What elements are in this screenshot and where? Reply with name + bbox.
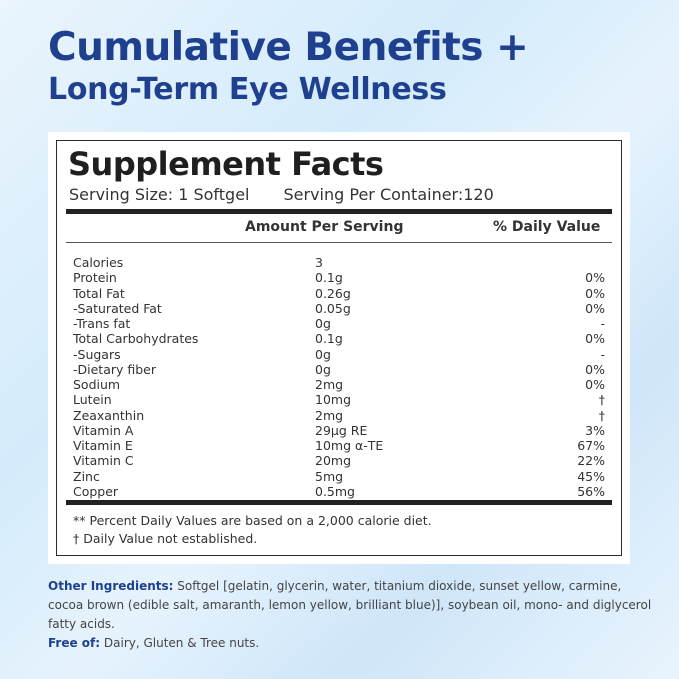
column-header-daily-value: % Daily Value xyxy=(493,219,601,235)
nutrient-amount: 3 xyxy=(315,255,323,270)
other-ingredients-section: Other Ingredients: Softgel [gelatin, gly… xyxy=(48,577,658,653)
nutrient-daily-value: 67% xyxy=(577,438,605,453)
serving-per-container: Serving Per Container:120 xyxy=(283,185,494,204)
nutrient-daily-value: 0% xyxy=(585,270,605,286)
nutrient-amount: 2mg xyxy=(315,407,344,423)
table-row: Zeaxanthin 2mg † xyxy=(65,408,612,423)
free-of-label: Free of: xyxy=(48,636,101,650)
supplement-facts-border: Supplement Facts Serving Size: 1 Softgel… xyxy=(56,140,622,556)
serving-size: Serving Size: 1 Softgel xyxy=(69,185,250,204)
nutrient-daily-value: - xyxy=(600,316,605,331)
table-row: Total Fat 0.26g 0% xyxy=(65,286,612,301)
column-header-amount: Amount Per Serving xyxy=(245,219,404,235)
free-of: Free of: Dairy, Gluten & Tree nuts. xyxy=(48,634,658,653)
nutrient-daily-value: 0% xyxy=(585,377,605,392)
other-ingredients-label: Other Ingredients: xyxy=(48,579,174,593)
facts-title: Supplement Facts xyxy=(68,145,384,183)
nutrient-amount: 0g xyxy=(315,361,331,377)
nutrient-amount: 0g xyxy=(315,316,331,331)
nutrient-daily-value: - xyxy=(600,346,605,362)
nutrient-amount: 10mg xyxy=(315,392,352,408)
nutrient-amount: 2mg xyxy=(315,377,344,392)
nutrient-name: -Trans fat xyxy=(73,316,131,331)
headline: Cumulative Benefits + Long-Term Eye Well… xyxy=(48,26,668,110)
table-row: Protein 0.1g 0% xyxy=(65,270,612,285)
nutrient-amount: 20mg xyxy=(315,453,352,469)
free-of-text: Dairy, Gluten & Tree nuts. xyxy=(100,636,260,650)
nutrient-daily-value: 0% xyxy=(585,361,605,377)
nutrient-rows: Calories 3 Protein 0.1g 0% Total Fat 0.26g 0% -S… xyxy=(65,255,612,499)
table-row: Copper 0.5mg 56% xyxy=(65,484,612,499)
thick-rule-bottom xyxy=(66,500,612,505)
nutrient-amount: 0.1g xyxy=(315,270,343,286)
table-row: -Trans fat 0g - xyxy=(65,316,612,331)
table-row: -Sugars 0g - xyxy=(65,347,612,362)
other-ingredients: Other Ingredients: Softgel [gelatin, gly… xyxy=(48,577,658,634)
thin-rule xyxy=(66,242,612,243)
nutrient-amount: 0.26g xyxy=(315,285,351,301)
nutrient-name: Total Fat xyxy=(73,285,125,301)
footnote-daily-values: ** Percent Daily Values are based on a 2… xyxy=(73,513,432,528)
nutrient-name: -Sugars xyxy=(73,346,121,362)
table-row: Vitamin C 20mg 22% xyxy=(65,453,612,468)
table-row: Total Carbohydrates 0.1g 0% xyxy=(65,331,612,346)
headline-line-1: Cumulative Benefits + xyxy=(48,25,529,70)
nutrient-name: Zeaxanthin xyxy=(73,407,145,423)
nutrient-name: Lutein xyxy=(73,392,112,408)
nutrient-daily-value: 45% xyxy=(577,468,605,484)
nutrient-name: Calories xyxy=(73,255,124,270)
headline-line-2: Long-Term Eye Wellness xyxy=(48,72,447,107)
nutrient-name: -Saturated Fat xyxy=(73,300,162,316)
table-row: Calories 3 xyxy=(65,255,612,270)
table-row: Vitamin A 29µg RE 3% xyxy=(65,423,612,438)
table-row: -Saturated Fat 0.05g 0% xyxy=(65,301,612,316)
nutrient-name: Vitamin C xyxy=(73,453,134,469)
nutrient-name: Vitamin E xyxy=(73,438,133,453)
nutrient-amount: 10mg α-TE xyxy=(315,438,384,453)
nutrient-amount: 0.1g xyxy=(315,331,343,347)
nutrient-daily-value: † xyxy=(598,407,605,423)
supplement-facts-panel: Supplement Facts Serving Size: 1 Softgel… xyxy=(48,132,630,564)
nutrient-amount: 0.5mg xyxy=(315,483,355,499)
nutrient-name: Zinc xyxy=(73,468,100,484)
nutrient-daily-value: 56% xyxy=(577,483,605,499)
nutrient-daily-value: 22% xyxy=(577,453,605,469)
table-row: Lutein 10mg † xyxy=(65,392,612,407)
nutrient-daily-value: 0% xyxy=(585,300,605,316)
nutrient-name: Copper xyxy=(73,483,119,499)
nutrient-amount: 0g xyxy=(315,346,331,362)
nutrient-name: -Dietary fiber xyxy=(73,361,157,377)
table-row: Sodium 2mg 0% xyxy=(65,377,612,392)
nutrient-name: Sodium xyxy=(73,377,121,392)
other-ingredients-text: Softgel [gelatin, glycerin, water, titan… xyxy=(48,579,652,631)
nutrient-daily-value: † xyxy=(598,392,605,408)
nutrient-amount: 5mg xyxy=(315,468,344,484)
nutrient-name: Protein xyxy=(73,270,117,286)
nutrient-daily-value: 0% xyxy=(585,331,605,347)
serving-info: Serving Size: 1 Softgel Serving Per Conta… xyxy=(69,185,494,204)
nutrient-amount: 0.05g xyxy=(315,300,351,316)
footnote-not-established: † Daily Value not established. xyxy=(73,531,258,546)
table-row: Vitamin E 10mg α-TE 67% xyxy=(65,438,612,453)
nutrient-name: Total Carbohydrates xyxy=(73,331,199,347)
nutrient-daily-value: 3% xyxy=(585,422,605,438)
nutrient-daily-value: 0% xyxy=(585,285,605,301)
nutrient-name: Vitamin A xyxy=(73,422,134,438)
table-row: -Dietary fiber 0g 0% xyxy=(65,362,612,377)
nutrient-amount: 29µg RE xyxy=(315,422,368,438)
thick-rule-top xyxy=(66,209,612,214)
table-row: Zinc 5mg 45% xyxy=(65,469,612,484)
